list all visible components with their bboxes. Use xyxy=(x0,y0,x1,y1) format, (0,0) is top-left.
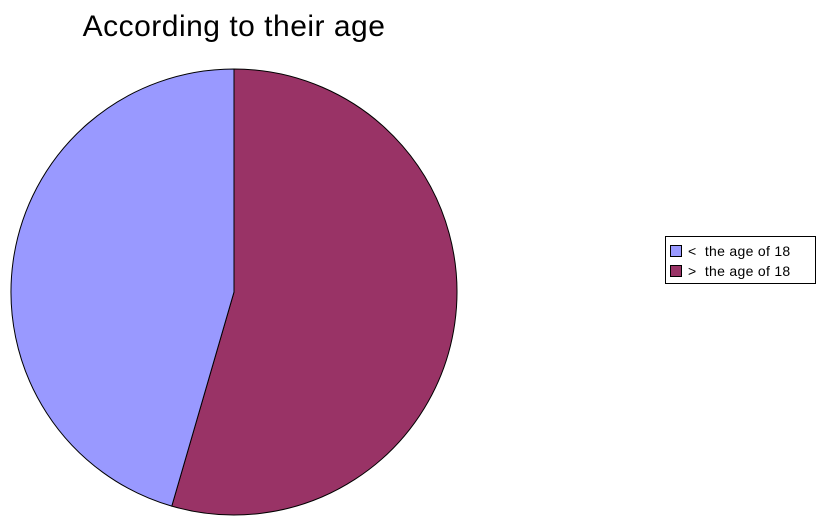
legend-label-over-18: > the age of 18 xyxy=(688,263,791,279)
pie-slice-over-18 xyxy=(171,68,458,516)
pie-slice-under-18 xyxy=(10,68,235,507)
pie-chart xyxy=(10,68,458,516)
legend-swatch-over-18 xyxy=(670,265,682,277)
legend-swatch-under-18 xyxy=(670,245,682,257)
chart-title: According to their age xyxy=(82,10,386,43)
legend-item-over-18: > the age of 18 xyxy=(670,261,815,281)
legend-item-under-18: < the age of 18 xyxy=(670,241,815,261)
legend: < the age of 18 > the age of 18 xyxy=(665,236,816,284)
legend-label-under-18: < the age of 18 xyxy=(688,243,791,259)
